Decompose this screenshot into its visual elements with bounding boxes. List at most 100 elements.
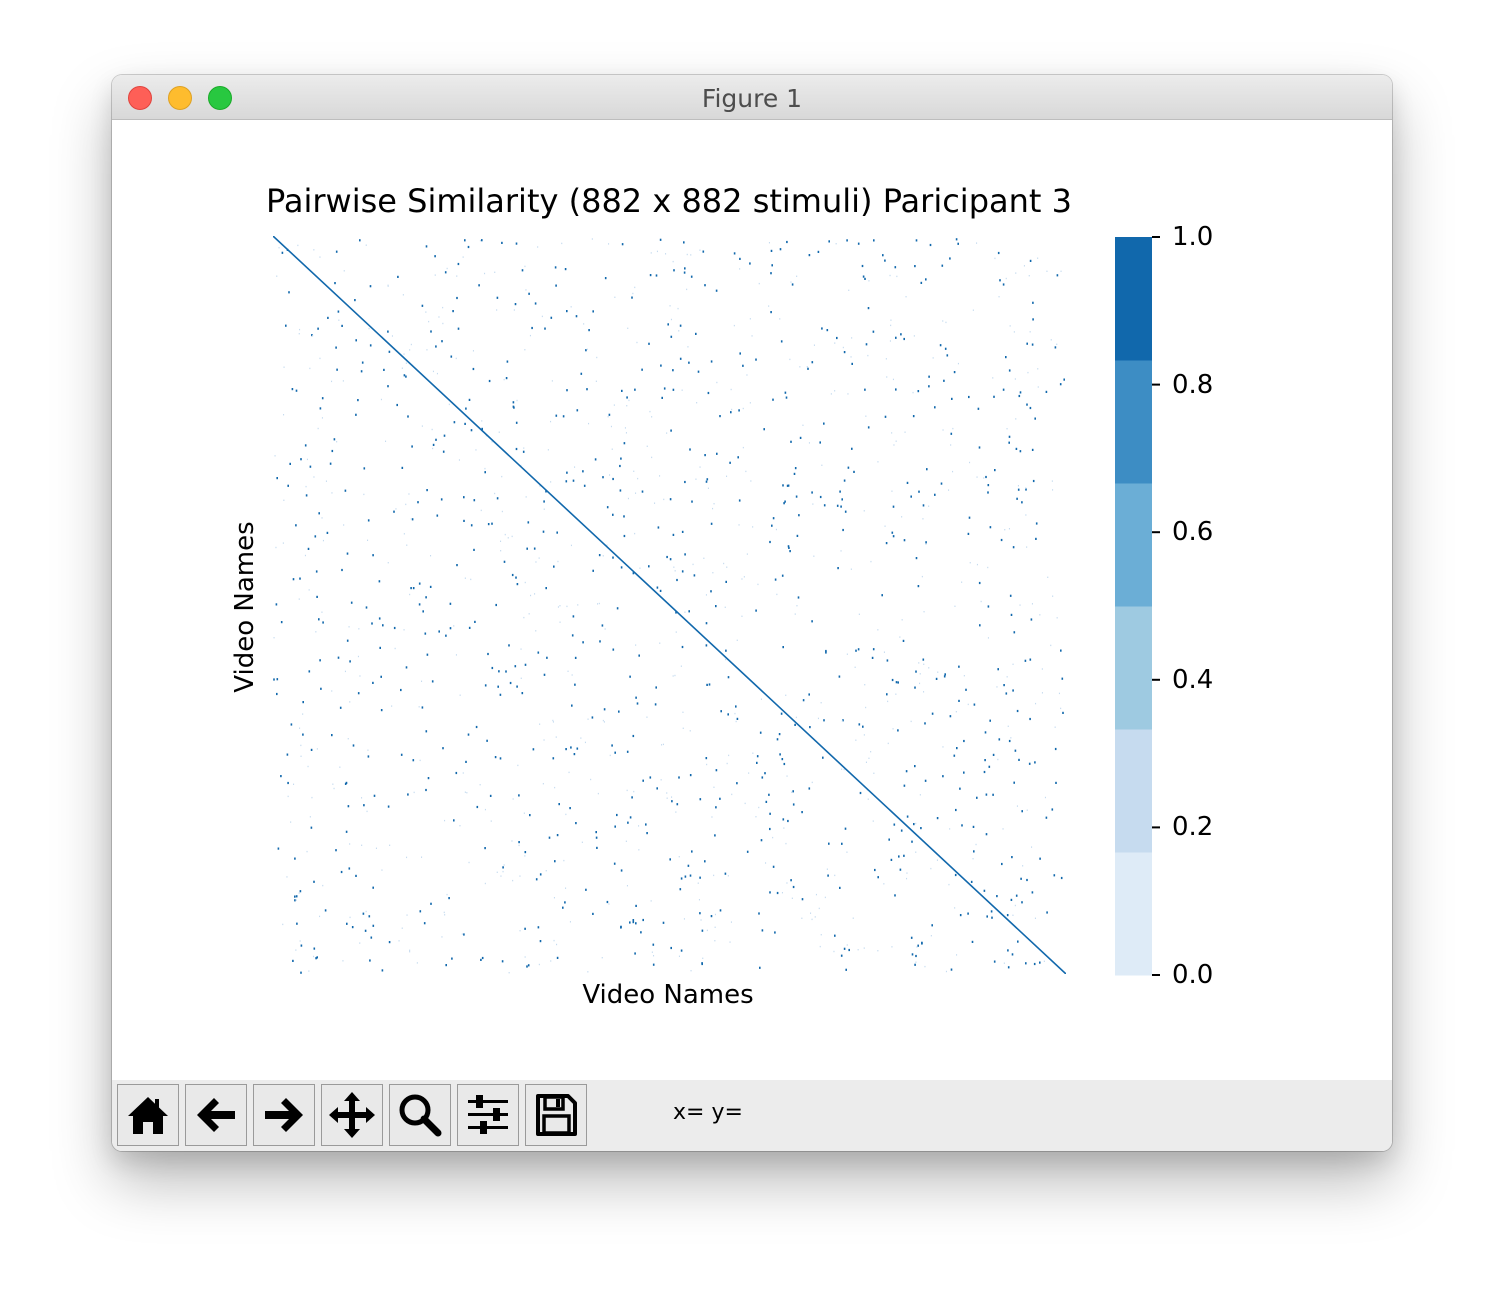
heatmap-cell — [851, 362, 853, 365]
heatmap-cell — [626, 750, 629, 753]
similarity-heatmap[interactable] — [273, 236, 1066, 974]
minimize-button[interactable] — [168, 86, 192, 110]
heatmap-cell — [354, 299, 356, 302]
heatmap-cell — [393, 626, 396, 630]
heatmap-cell — [837, 567, 839, 570]
colorbar-bin — [1115, 483, 1152, 607]
heatmap-cell — [953, 371, 956, 374]
heatmap-cell — [1050, 644, 1052, 647]
heatmap-cell — [535, 630, 537, 632]
heatmap-cell — [983, 477, 985, 479]
heatmap-cell — [969, 461, 971, 464]
heatmap-cell — [298, 892, 300, 894]
heatmap-cell — [792, 885, 795, 889]
heatmap-cell — [275, 546, 277, 549]
heatmap-cell — [632, 572, 635, 575]
heatmap-cell — [702, 250, 705, 253]
heatmap-cell — [346, 552, 349, 555]
heatmap-cell — [553, 939, 555, 942]
heatmap-cell — [890, 858, 893, 861]
heatmap-cell — [1015, 894, 1018, 897]
save-button[interactable] — [525, 1084, 587, 1146]
heatmap-cell — [550, 316, 553, 319]
home-button[interactable] — [117, 1084, 179, 1146]
heatmap-cell — [603, 721, 605, 723]
heatmap-cell — [891, 531, 894, 534]
heatmap-cell — [975, 843, 977, 846]
heatmap-cell — [339, 766, 341, 768]
pan-button[interactable] — [321, 1084, 383, 1146]
back-button[interactable] — [185, 1084, 247, 1146]
heatmap-cell — [928, 375, 930, 378]
heatmap-cell — [518, 794, 520, 797]
heatmap-cell — [336, 441, 338, 443]
heatmap-cell — [928, 505, 930, 507]
zoom-button[interactable] — [389, 1084, 451, 1146]
heatmap-cell — [1059, 383, 1062, 386]
heatmap-cell — [457, 262, 460, 266]
heatmap-cell — [839, 490, 841, 493]
heatmap-cell — [786, 882, 788, 884]
heatmap-cell — [409, 949, 411, 951]
figure-canvas[interactable]: Pairwise Similarity (882 x 882 stimuli) … — [112, 120, 1392, 1080]
figure-window: Figure 1 Pairwise Similarity (882 x 882 … — [112, 75, 1392, 1151]
heatmap-cell — [671, 796, 673, 798]
heatmap-cell — [430, 902, 432, 905]
heatmap-cell — [555, 736, 557, 738]
heatmap-cell — [725, 580, 727, 583]
heatmap-cell — [289, 462, 291, 465]
heatmap-cell — [973, 850, 975, 853]
heatmap-cell — [554, 786, 556, 789]
maximize-button[interactable] — [208, 86, 232, 110]
heatmap-cell — [666, 792, 668, 794]
heatmap-cell — [563, 859, 565, 862]
heatmap-cell — [736, 717, 739, 720]
heatmap-cell — [726, 566, 728, 568]
heatmap-cell — [467, 245, 470, 249]
heatmap-cell — [741, 615, 743, 617]
heatmap-cell — [276, 275, 278, 277]
heatmap-cell — [1013, 631, 1016, 634]
heatmap-cell — [314, 535, 317, 538]
heatmap-cell — [344, 782, 347, 785]
close-button[interactable] — [128, 86, 152, 110]
heatmap-cell — [331, 449, 334, 453]
heatmap-cell — [925, 278, 927, 281]
forward-button[interactable] — [253, 1084, 315, 1146]
heatmap-cell — [699, 798, 702, 801]
heatmap-cell — [519, 930, 521, 932]
heatmap-cell — [456, 296, 458, 300]
heatmap-cell — [1013, 331, 1015, 333]
heatmap-cell — [574, 683, 576, 686]
heatmap-cell — [403, 629, 405, 631]
heatmap-cell — [1011, 856, 1013, 859]
heatmap-cell — [288, 291, 290, 294]
heatmap-cell — [299, 727, 301, 729]
heatmap-cell — [580, 372, 583, 375]
heatmap-cell — [1025, 488, 1027, 491]
heatmap-cell — [961, 824, 963, 827]
heatmap-cell — [840, 505, 842, 508]
title-bar[interactable]: Figure 1 — [112, 75, 1392, 120]
heatmap-cell — [365, 606, 368, 609]
heatmap-cell — [502, 870, 504, 873]
heatmap-cell — [1013, 781, 1015, 784]
heatmap-cell — [569, 921, 571, 923]
heatmap-cell — [621, 389, 623, 392]
heatmap-cell — [820, 702, 822, 704]
heatmap-cell — [633, 790, 635, 793]
configure-subplots-button[interactable] — [457, 1084, 519, 1146]
heatmap-cell — [756, 755, 759, 758]
heatmap-cell — [1039, 961, 1041, 964]
heatmap-cell — [726, 762, 728, 765]
heatmap-cell — [699, 876, 701, 879]
heatmap-cell — [950, 432, 953, 435]
heatmap-cell — [554, 266, 557, 269]
heatmap-cell — [405, 362, 407, 364]
heatmap-cell — [501, 241, 503, 244]
heatmap-cell — [515, 447, 518, 451]
heatmap-cell — [742, 446, 744, 449]
heatmap-cell — [516, 399, 518, 402]
heatmap-cell — [791, 897, 793, 899]
heatmap-cell — [369, 959, 371, 962]
